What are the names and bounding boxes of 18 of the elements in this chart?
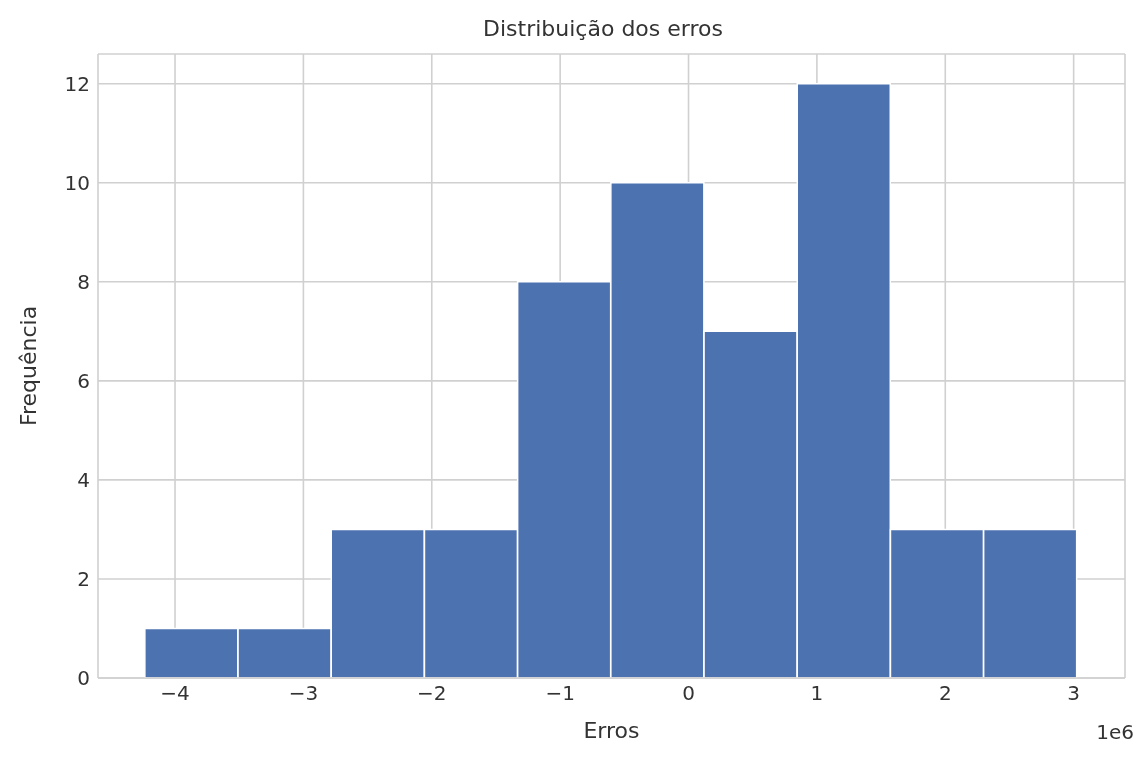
- x-tick-label: −4: [160, 681, 190, 706]
- x-axis-title: Erros: [583, 718, 640, 743]
- y-tick-label: 6: [77, 368, 90, 393]
- y-tick-label: 8: [77, 269, 90, 294]
- x-tick-label: −3: [288, 681, 319, 706]
- x-tick-label: 0: [682, 681, 695, 706]
- x-tick-label: 1: [810, 681, 824, 706]
- y-tick-label: 12: [64, 71, 90, 96]
- y-axis-title: Frequência: [15, 305, 41, 427]
- x-tick-label: −1: [545, 681, 575, 706]
- x-tick-label: −2: [417, 681, 447, 706]
- text: 1e6: [1096, 720, 1134, 744]
- x-tick-label: 2: [938, 681, 952, 706]
- y-tick-label: 2: [77, 567, 90, 592]
- x-tick-label: 3: [1067, 681, 1081, 706]
- y-tick-label: 10: [64, 170, 90, 195]
- chart-title: Distribuição dos erros: [482, 16, 724, 41]
- y-tick-label: 4: [77, 468, 90, 492]
